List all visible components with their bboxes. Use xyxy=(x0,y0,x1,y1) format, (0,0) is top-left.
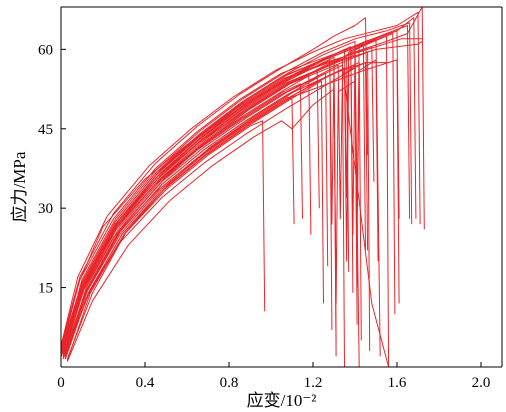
stress-strain-curve-35 xyxy=(60,17,369,346)
stress-strain-curve-23 xyxy=(62,56,350,356)
stress-strain-curve-11 xyxy=(64,120,266,354)
x-tick-label: 1.6 xyxy=(388,375,407,391)
stress-strain-curve-15 xyxy=(60,70,320,354)
x-tick-label: 2.0 xyxy=(472,375,491,391)
stress-strain-curve-1 xyxy=(60,64,360,368)
stress-strain-curve-26 xyxy=(62,62,362,360)
stress-strain-curve-5 xyxy=(66,80,358,362)
y-tick-label: 60 xyxy=(38,42,53,58)
stress-strain-curve-14 xyxy=(62,75,312,357)
stress-strain-curve-32 xyxy=(62,17,417,354)
stress-strain-curve-37 xyxy=(66,62,387,360)
stress-strain-curve-4 xyxy=(60,35,390,368)
x-tick-label: 0.4 xyxy=(136,375,155,391)
stress-strain-curve-33 xyxy=(60,38,423,357)
stress-strain-curve-12 xyxy=(62,96,295,358)
axes xyxy=(60,6,503,368)
stress-strain-curve-28 xyxy=(64,51,371,358)
stress-strain-curve-25 xyxy=(64,54,358,357)
stress-strain-curve-18 xyxy=(60,56,333,352)
stress-strain-curve-34 xyxy=(64,40,423,356)
stress-strain-curve-9 xyxy=(64,6,425,357)
stress-strain-curve-13 xyxy=(60,83,303,356)
y-tick-label: 15 xyxy=(38,281,53,297)
x-tick-label: 1.2 xyxy=(304,375,323,391)
stress-strain-curve-19 xyxy=(64,72,337,360)
stress-strain-curve-17 xyxy=(62,72,329,357)
y-ticks: 15 30 45 60 xyxy=(38,42,66,297)
x-axis-title: 应变/10⁻² xyxy=(247,391,317,410)
stress-strain-curve-20 xyxy=(62,56,337,354)
stress-strain-curve-22 xyxy=(64,64,390,368)
y-axis-title: 应力/MPa xyxy=(10,151,29,222)
stress-strain-curve-8 xyxy=(60,11,421,346)
y-tick-label: 45 xyxy=(38,122,53,138)
stress-strain-curve-36 xyxy=(62,22,413,352)
curve-group xyxy=(60,6,425,368)
x-tick-label: 0 xyxy=(57,375,65,391)
x-tick-label: 0.8 xyxy=(220,375,239,391)
x-ticks: 0 0.4 0.8 1.2 1.6 2.0 xyxy=(57,362,490,391)
stress-strain-curve-27 xyxy=(60,43,366,353)
stress-strain-curve-31 xyxy=(66,59,400,361)
y-tick-label: 30 xyxy=(38,201,53,217)
